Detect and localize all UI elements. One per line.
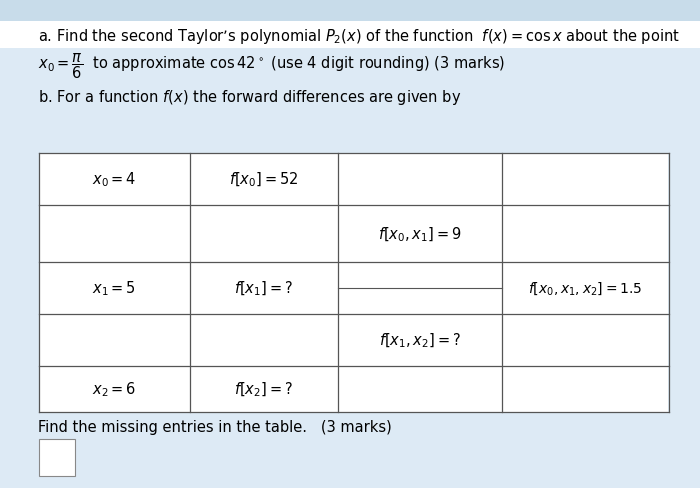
Text: $f[x_1] =?$: $f[x_1] =?$ xyxy=(234,279,293,297)
Text: $x_0 = 4$: $x_0 = 4$ xyxy=(92,170,136,189)
Text: $x_0 = \dfrac{\pi}{6}$  to approximate $\cos 42^\circ$ (use 4 digit rounding) (3: $x_0 = \dfrac{\pi}{6}$ to approximate $\… xyxy=(38,51,505,81)
Text: $f[x_0, x_1, x_2] = 1.5$: $f[x_0, x_1, x_2] = 1.5$ xyxy=(528,280,642,297)
Text: b. For a function $f(x)$ the forward differences are given by: b. For a function $f(x)$ the forward dif… xyxy=(38,88,462,107)
Text: $f[x_2] =?$: $f[x_2] =?$ xyxy=(234,380,293,398)
Text: $x_2 = 6$: $x_2 = 6$ xyxy=(92,380,136,398)
Text: $f[x_0, x_1] = 9$: $f[x_0, x_1] = 9$ xyxy=(378,224,461,243)
Bar xyxy=(0,22,700,49)
Text: $x_1 = 5$: $x_1 = 5$ xyxy=(92,279,136,298)
Text: $f[x_1, x_2] =?$: $f[x_1, x_2] =?$ xyxy=(379,331,461,349)
Text: $f[x_0] = 52$: $f[x_0] = 52$ xyxy=(229,170,298,189)
Text: a. Find the second Taylor’s polynomial $P_2(x)$ of the function  $f(x) = \cos x$: a. Find the second Taylor’s polynomial $… xyxy=(38,27,680,46)
Bar xyxy=(38,154,668,412)
Bar xyxy=(38,439,75,476)
Text: Find the missing entries in the table.   (3 marks): Find the missing entries in the table. (… xyxy=(38,419,392,434)
Bar xyxy=(0,0,700,22)
